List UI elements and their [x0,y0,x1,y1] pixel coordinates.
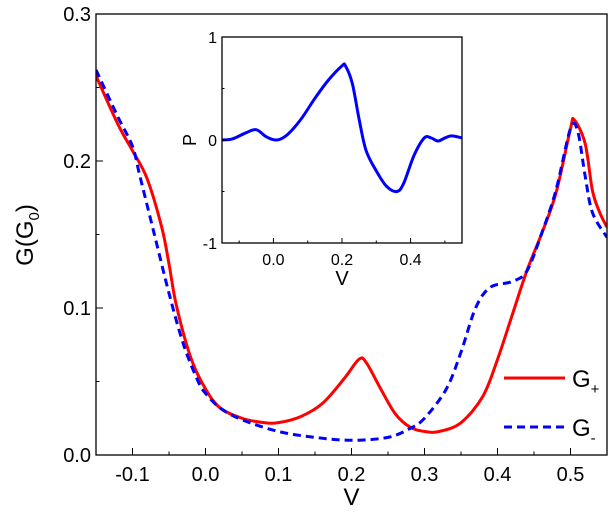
series-line-1 [96,69,607,442]
inset-y-axis-label: P [180,134,200,146]
y-tick-label: 0 [208,133,217,150]
y-axis-label: G(G0) [12,204,43,266]
legend-label: G- [572,415,596,447]
y-tick-label: 0.1 [63,298,91,320]
y-tick-label: 0.0 [63,445,91,467]
y-tick-label: 0.3 [63,4,91,26]
x-tick-label: 0.3 [411,464,439,486]
legend: G+ G- [504,366,600,447]
x-tick-label: 0.2 [338,464,366,486]
x-axis-label: V [343,484,359,511]
y-tick-label: 0.2 [63,151,91,173]
x-axis-label: V [335,268,349,290]
legend-item-1: G- [504,415,596,447]
x-tick-label: 0.0 [192,464,220,486]
inset-plot: 0.0 0.2 0.4 -1 0 1 V P [180,30,463,290]
y-tick-label: 1 [208,30,217,47]
main-plot: -0.1 0.0 0.1 0.2 0.3 0.4 0.5 0.0 0.1 0.2 0.3 V G(G0) [12,4,608,511]
x-tick-label: 0.0 [262,252,284,269]
x-tick-label: 0.4 [484,464,512,486]
x-tick-label: 0.1 [265,464,293,486]
x-tick-label: 0.4 [399,252,421,269]
x-tick-label: -0.1 [115,464,149,486]
legend-item-0: G+ [504,366,600,398]
y-tick-label: -1 [203,236,217,253]
x-tick-label: 0.5 [557,464,585,486]
x-tick-label: 0.2 [331,252,353,269]
series-line-0 [222,62,462,194]
legend-label: G+ [572,366,600,398]
